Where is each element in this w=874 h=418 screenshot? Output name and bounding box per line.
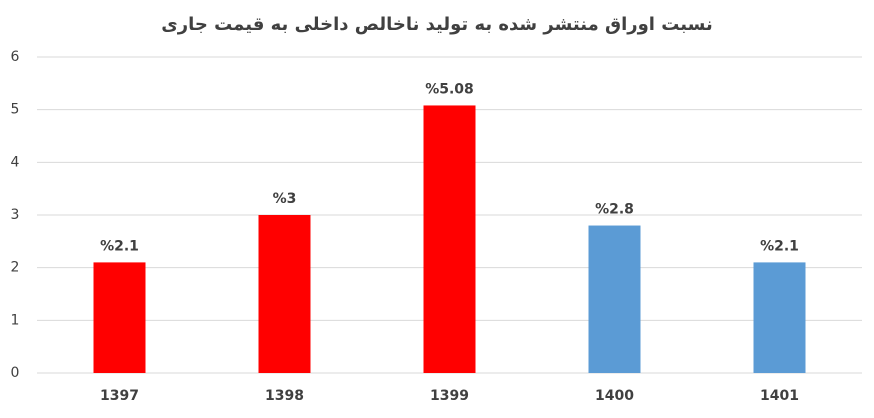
x-tick-label: 1398 [265,388,304,404]
bar [423,105,476,373]
y-tick-label: 3 [11,207,20,223]
y-tick-label: 5 [11,102,20,118]
y-tick-label: 1 [11,312,20,328]
bar [93,262,146,373]
y-tick-label: 0 [11,365,20,381]
value-label: %5.08 [425,81,474,97]
bar [258,215,311,373]
y-tick-label: 2 [11,260,20,276]
x-tick-label: 1399 [430,388,469,404]
value-label: %2.1 [760,238,799,254]
value-label: %2.8 [595,202,634,218]
x-tick-label: 1401 [760,388,799,404]
bar [588,225,641,373]
y-tick-label: 6 [11,49,20,65]
value-label: %3 [273,191,297,207]
value-label: %2.1 [100,238,139,254]
chart-title: نسبت اوراق منتشر شده به تولید ناخالص داخ… [161,14,712,35]
y-tick-label: 4 [11,154,20,170]
bar [753,262,806,373]
x-tick-label: 1397 [100,388,139,404]
x-tick-label: 1400 [595,388,634,404]
